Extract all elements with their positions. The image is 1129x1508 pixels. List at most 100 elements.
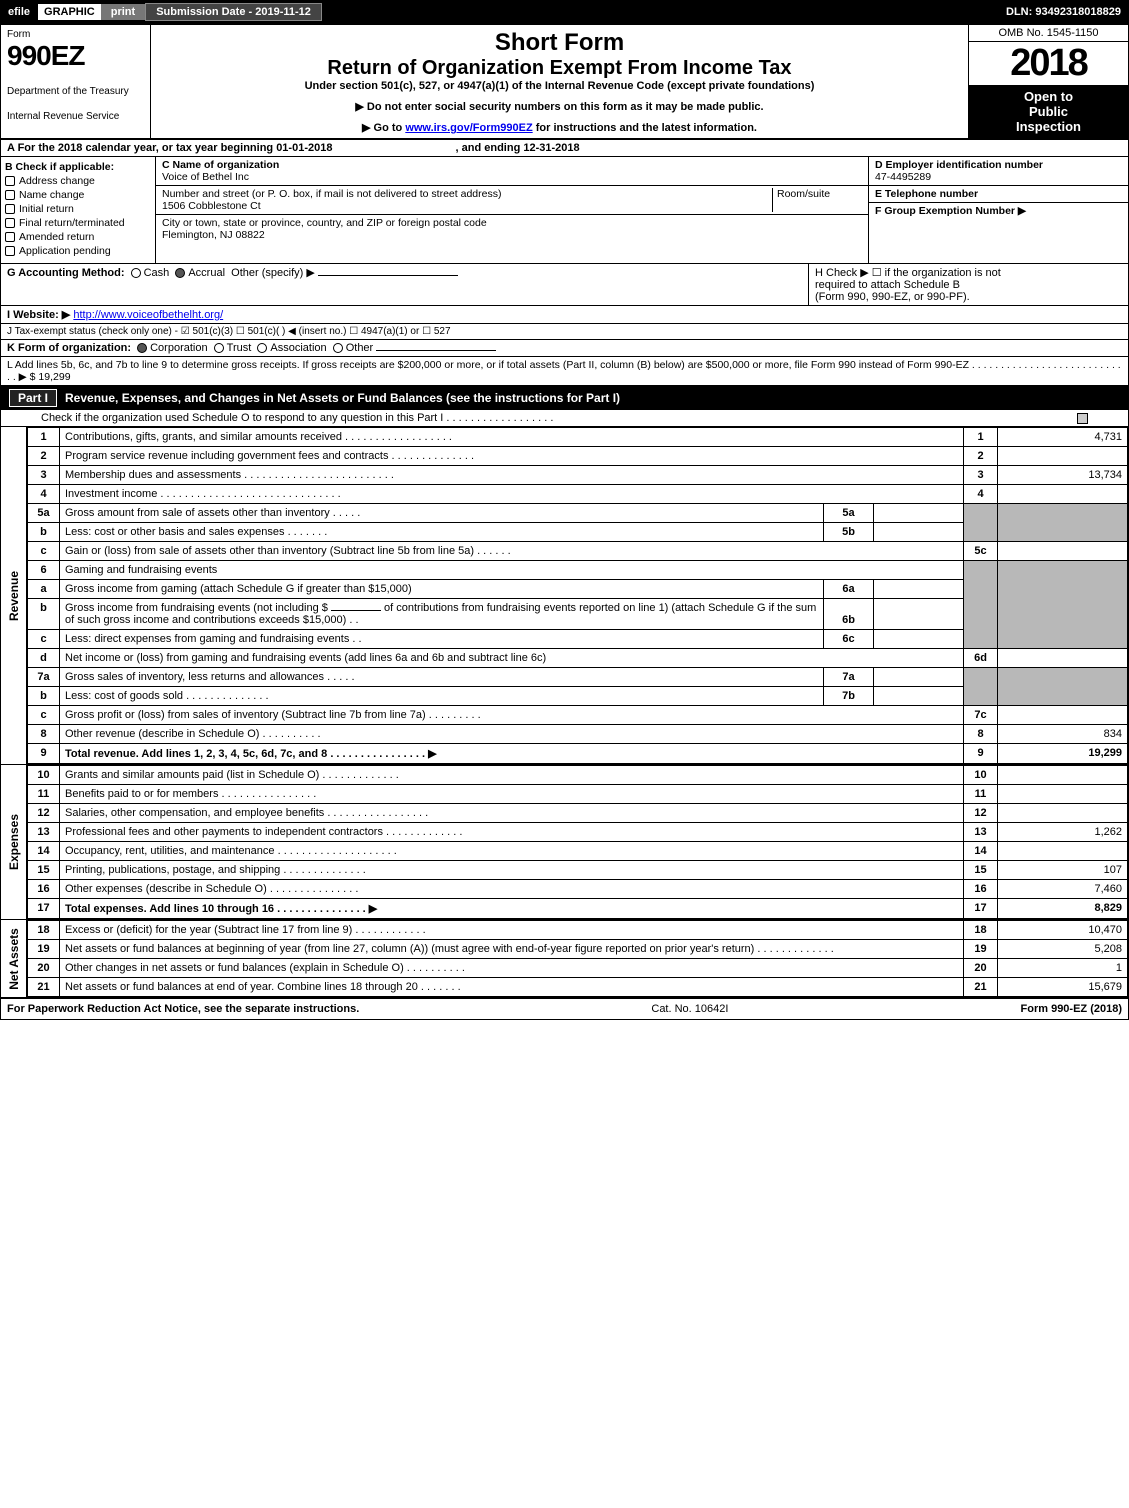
title-short-form: Short Form — [159, 29, 960, 57]
f-label: F Group Exemption Number ▶ — [875, 205, 1026, 217]
city-label: City or town, state or province, country… — [162, 217, 487, 229]
goto-post: for instructions and the latest informat… — [533, 122, 757, 134]
other-label: Other (specify) ▶ — [231, 267, 315, 279]
line-19: 19Net assets or fund balances at beginni… — [28, 940, 1128, 959]
inspect-2: Public — [971, 104, 1126, 119]
line-5b: bLess: cost or other basis and sales exp… — [28, 523, 1128, 542]
line-7b: bLess: cost of goods sold . . . . . . . … — [28, 687, 1128, 706]
side-netassets: Net Assets — [1, 920, 27, 997]
l-gross-receipts: L Add lines 5b, 6c, and 7b to line 9 to … — [1, 357, 1128, 386]
tax-year: 2018 — [969, 42, 1128, 85]
print-button[interactable]: print — [101, 4, 145, 20]
line-12: 12Salaries, other compensation, and empl… — [28, 804, 1128, 823]
line-16: 16Other expenses (describe in Schedule O… — [28, 880, 1128, 899]
instructions-link[interactable]: www.irs.gov/Form990EZ — [405, 122, 532, 134]
i-label: I Website: ▶ — [7, 309, 70, 321]
other-specify-input[interactable] — [318, 275, 458, 276]
ssn-warning: ▶ Do not enter social security numbers o… — [159, 100, 960, 113]
line6b-amount-input[interactable] — [331, 610, 381, 611]
period-end: , and ending 12-31-2018 — [456, 142, 580, 154]
part-1-header: Part I Revenue, Expenses, and Changes in… — [1, 386, 1128, 410]
addr-label: Number and street (or P. O. box, if mail… — [162, 188, 501, 200]
side-expenses: Expenses — [1, 765, 27, 919]
goto-pre: ▶ Go to — [362, 122, 405, 134]
line-4: 4Investment income . . . . . . . . . . .… — [28, 485, 1128, 504]
k-form-org: K Form of organization: Corporation Trus… — [1, 340, 1128, 357]
radio-assoc[interactable] — [257, 343, 267, 353]
page-footer: For Paperwork Reduction Act Notice, see … — [1, 999, 1128, 1019]
footer-cat: Cat. No. 10642I — [359, 1003, 1020, 1015]
h-section: H Check ▶ ☐ if the organization is not r… — [808, 264, 1128, 305]
line-6c: cLess: direct expenses from gaming and f… — [28, 630, 1128, 649]
h-line1: H Check ▶ ☐ if the organization is not — [815, 266, 1122, 279]
footer-form: Form 990-EZ (2018) — [1021, 1003, 1122, 1015]
accrual-label: Accrual — [188, 267, 225, 279]
part1-label: Part I — [9, 389, 57, 407]
line-6: 6Gaming and fundraising events — [28, 561, 1128, 580]
chk-final-return[interactable]: Final return/terminated — [5, 217, 151, 229]
part1-title: Revenue, Expenses, and Changes in Net As… — [65, 391, 620, 405]
form-header: Form 990EZ Department of the Treasury In… — [1, 25, 1128, 140]
d-label: D Employer identification number — [875, 159, 1043, 171]
omb-number: OMB No. 1545-1150 — [969, 25, 1128, 42]
assoc-label: Association — [270, 342, 326, 354]
trust-label: Trust — [227, 342, 252, 354]
line-14: 14Occupancy, rent, utilities, and mainte… — [28, 842, 1128, 861]
dept-treasury: Department of the Treasury — [7, 86, 144, 97]
chk-address-change[interactable]: Address change — [5, 175, 151, 187]
g-accounting: G Accounting Method: Cash Accrual Other … — [1, 264, 808, 305]
part1-check-line: Check if the organization used Schedule … — [1, 410, 1128, 427]
radio-trust[interactable] — [214, 343, 224, 353]
chk-amended-return[interactable]: Amended return — [5, 231, 151, 243]
radio-cash[interactable] — [131, 268, 141, 278]
side-revenue: Revenue — [1, 427, 27, 764]
corp-label: Corporation — [150, 342, 207, 354]
website-link[interactable]: http://www.voiceofbethelht.org/ — [73, 309, 223, 321]
line-6d: dNet income or (loss) from gaming and fu… — [28, 649, 1128, 668]
graphic-label: GRAPHIC — [38, 4, 101, 20]
goto-line: ▶ Go to www.irs.gov/Form990EZ for instru… — [159, 121, 960, 134]
line-5a: 5aGross amount from sale of assets other… — [28, 504, 1128, 523]
e-label: E Telephone number — [875, 188, 978, 200]
submission-date: Submission Date - 2019-11-12 — [145, 3, 322, 21]
line-17: 17Total expenses. Add lines 10 through 1… — [28, 899, 1128, 919]
line-1: 1Contributions, gifts, grants, and simil… — [28, 428, 1128, 447]
inspect-3: Inspection — [971, 119, 1126, 134]
dln-label: DLN: 93492318018829 — [998, 4, 1129, 20]
room-label: Room/suite — [777, 188, 830, 200]
chk-initial-return[interactable]: Initial return — [5, 203, 151, 215]
chk-application-pending[interactable]: Application pending — [5, 245, 151, 257]
line-6b: bGross income from fundraising events (n… — [28, 599, 1128, 630]
cash-label: Cash — [144, 267, 170, 279]
identity-row: B Check if applicable: Address change Na… — [1, 157, 1128, 264]
line-9: 9Total revenue. Add lines 1, 2, 3, 4, 5c… — [28, 744, 1128, 764]
inspection-box: Open to Public Inspection — [969, 85, 1128, 138]
radio-corp[interactable] — [137, 343, 147, 353]
section-a-period: A For the 2018 calendar year, or tax yea… — [1, 140, 1128, 157]
org-street: 1506 Cobblestone Ct — [162, 200, 261, 212]
chk-name-change[interactable]: Name change — [5, 189, 151, 201]
netassets-table: 18Excess or (deficit) for the year (Subt… — [27, 920, 1128, 997]
part1-checkbox[interactable] — [1077, 413, 1088, 424]
top-bar: efile GRAPHIC print Submission Date - 20… — [0, 0, 1129, 24]
i-website-row: I Website: ▶ http://www.voiceofbethelht.… — [1, 306, 1128, 324]
radio-other[interactable] — [333, 343, 343, 353]
inspect-1: Open to — [971, 89, 1126, 104]
line-5c: cGain or (loss) from sale of assets othe… — [28, 542, 1128, 561]
org-city: Flemington, NJ 08822 — [162, 229, 265, 241]
line-7c: cGross profit or (loss) from sales of in… — [28, 706, 1128, 725]
line-11: 11Benefits paid to or for members . . . … — [28, 785, 1128, 804]
h-line2: required to attach Schedule B — [815, 279, 1122, 291]
part1-check-text: Check if the organization used Schedule … — [41, 412, 553, 424]
other-org-input[interactable] — [376, 350, 496, 351]
expenses-table: 10Grants and similar amounts paid (list … — [27, 765, 1128, 919]
org-name: Voice of Bethel Inc — [162, 171, 249, 183]
k-label: K Form of organization: — [7, 342, 131, 354]
efile-label: efile — [0, 4, 38, 20]
line-3: 3Membership dues and assessments . . . .… — [28, 466, 1128, 485]
radio-accrual[interactable] — [175, 268, 185, 278]
period-begin: A For the 2018 calendar year, or tax yea… — [7, 142, 332, 154]
other-org-label: Other — [346, 342, 374, 354]
line-10: 10Grants and similar amounts paid (list … — [28, 766, 1128, 785]
line-15: 15Printing, publications, postage, and s… — [28, 861, 1128, 880]
